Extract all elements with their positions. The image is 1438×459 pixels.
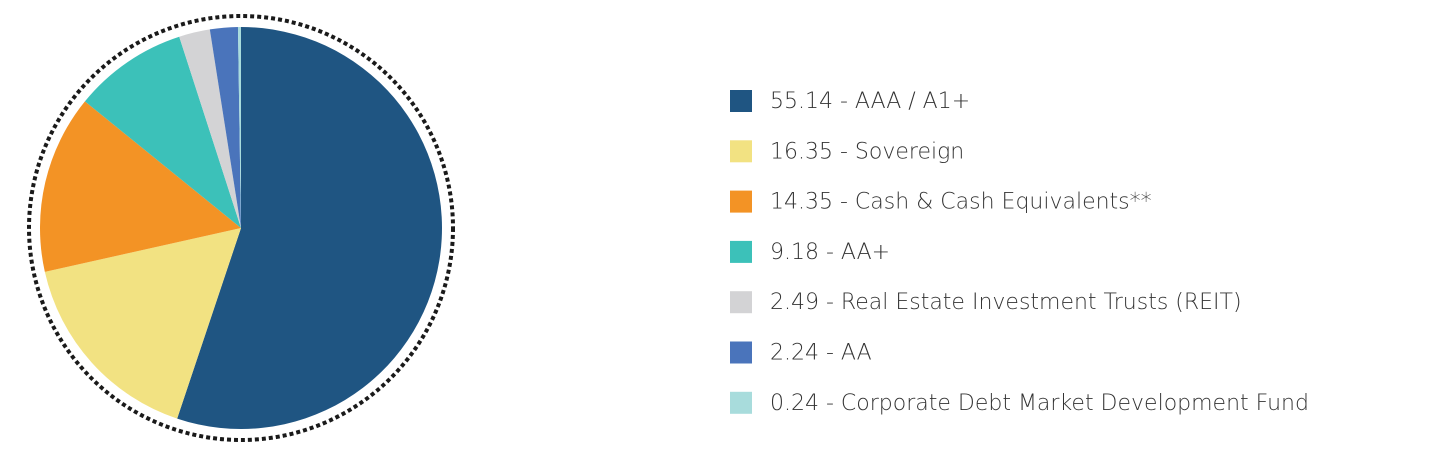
- legend-swatch: [730, 341, 752, 364]
- pie-slice: [179, 29, 241, 228]
- legend-swatch: [730, 90, 752, 112]
- pie-slice: [177, 27, 443, 429]
- legend-swatch: [730, 190, 752, 213]
- legend-label: 16.35 - Sovereign: [770, 139, 964, 164]
- pie-slice: [209, 27, 241, 228]
- legend-label: 2.24 - AA: [770, 341, 872, 366]
- legend-swatch: [730, 391, 752, 414]
- legend-swatch: [730, 140, 752, 163]
- legend-label: 14.35 - Cash & Cash Equivalents**: [770, 190, 1152, 215]
- dotted-ring: [27, 14, 455, 442]
- legend-label: 2.49 - Real Estate Investment Trusts (RE…: [770, 290, 1242, 315]
- pie-slice: [84, 36, 241, 229]
- legend-swatch: [730, 240, 752, 263]
- legend-label: 55.14 - AAA / A1+: [770, 89, 970, 114]
- pie-slice: [44, 228, 241, 419]
- pie-slice: [237, 27, 241, 228]
- legend-label: 9.18 - AA+: [770, 240, 890, 265]
- legend-swatch: [730, 291, 752, 314]
- legend-label: 0.24 - Corporate Debt Market Development…: [770, 391, 1309, 416]
- pie-slice: [39, 101, 241, 272]
